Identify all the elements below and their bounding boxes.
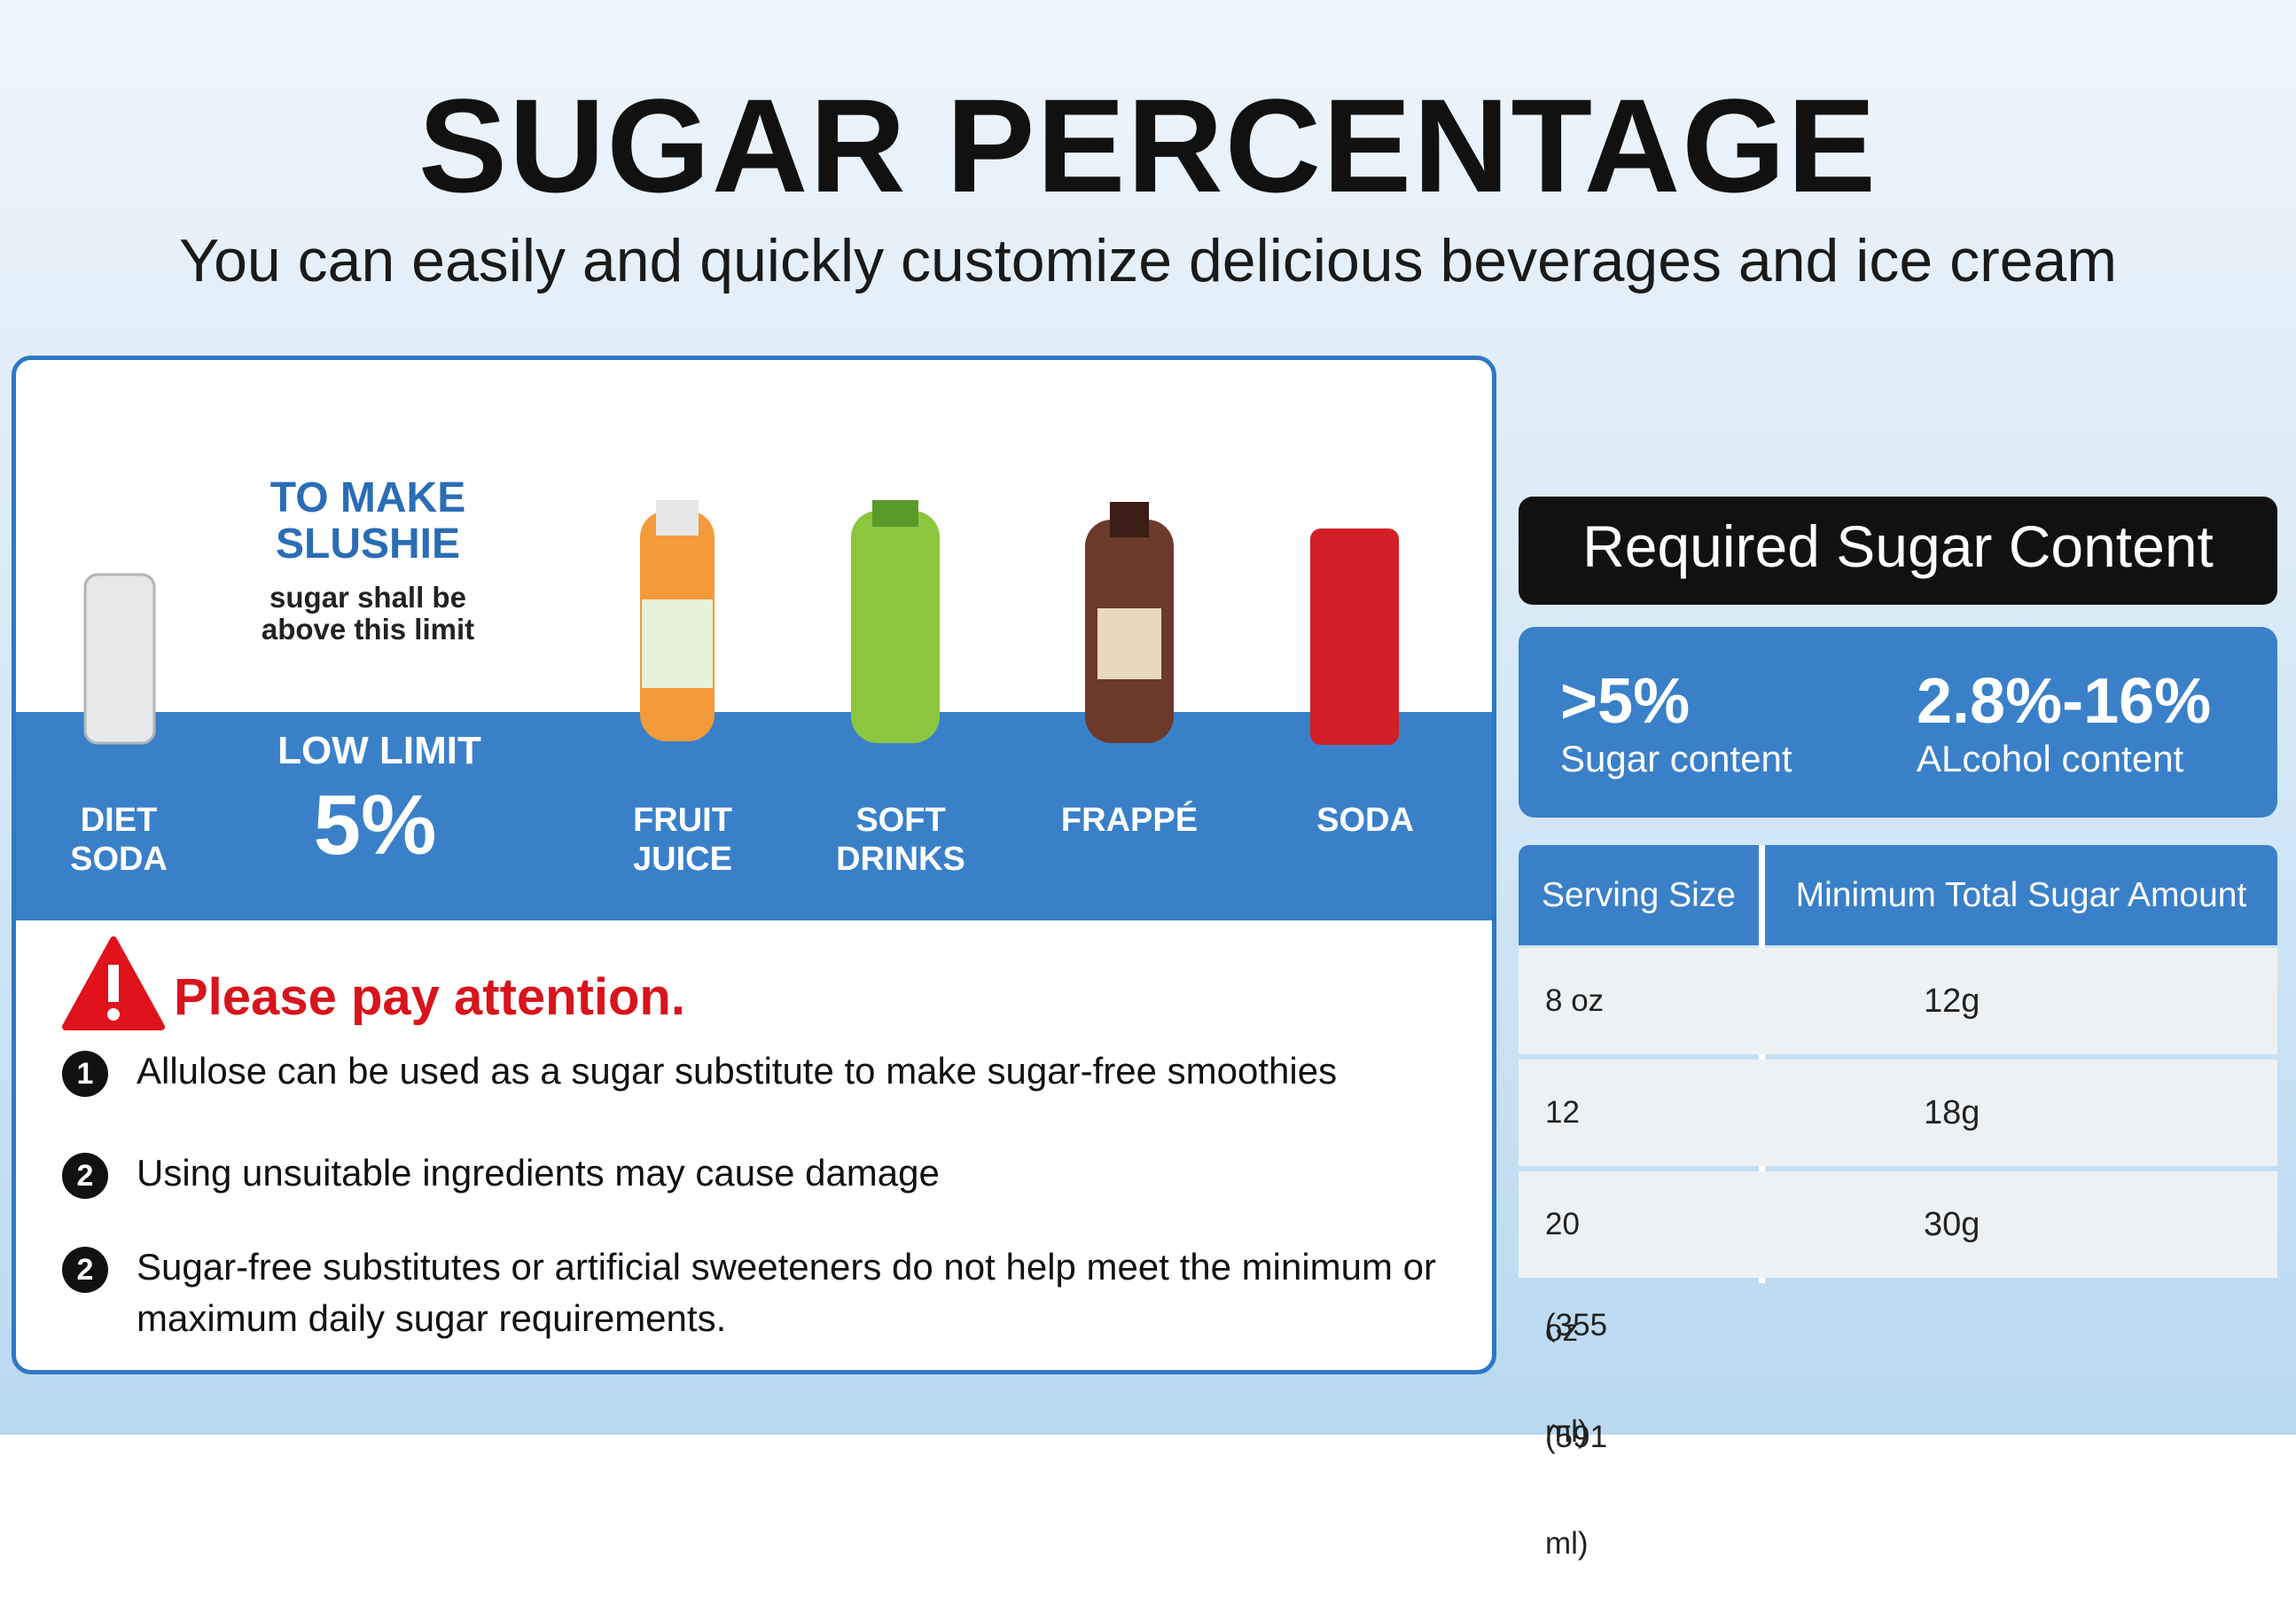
cell: 20 oz (591 ml) — [1545, 1207, 1608, 1561]
beverage-label: FRUIT JUICE — [633, 802, 732, 878]
stat-value: >5% — [1560, 666, 1691, 737]
subtitle: You can easily and quickly customize del… — [178, 227, 2118, 294]
beverage-label: DIET SODA — [70, 802, 168, 878]
bottle-green — [851, 511, 940, 743]
stat-label: Sugar content — [1560, 738, 1792, 779]
scale-panel: TO MAKE SLUSHIE sugar shall be above thi… — [12, 356, 1496, 1374]
beverage-label: SOFT DRINKS — [836, 802, 965, 878]
stat-value: 2.8%-16% — [1917, 666, 2212, 737]
cell: 18g — [1924, 1094, 1980, 1131]
infographic: SUGAR PERCENTAGE You can easily and quic… — [0, 0, 2296, 1561]
item-text: Using unsuitable ingredients may cause d… — [137, 1152, 940, 1194]
stat-label: ALcohol content — [1917, 738, 2184, 779]
cell: 30g — [1924, 1206, 1980, 1243]
item-number: 2 — [62, 1153, 108, 1199]
column-header: Serving Size — [1542, 876, 1736, 914]
callout-title: TO MAKE SLUSHIE — [269, 474, 466, 568]
item-number: 1 — [62, 1051, 108, 1097]
item-text: Sugar-free substitutes or artificial swe… — [137, 1246, 1437, 1339]
beverage-label: FRAPPÉ — [1060, 802, 1199, 839]
requirements-title: Required Sugar Content — [1582, 513, 2214, 579]
beverage-illustrations — [83, 500, 1399, 745]
bottle-cap — [872, 500, 918, 527]
cell: 8 oz (240 ml) — [1545, 983, 1607, 1231]
column-header: Minimum Total Sugar Amount — [1795, 876, 2247, 914]
title: SUGAR PERCENTAGE — [418, 71, 1878, 220]
item-number: 2 — [62, 1247, 108, 1293]
warning-icon — [62, 936, 165, 1030]
limit-value: 5% — [313, 778, 437, 873]
limit-label: LOW LIMIT — [277, 729, 481, 772]
pointer — [360, 713, 399, 743]
blue-band — [16, 712, 1492, 920]
callout-note: sugar shall be above this limit — [261, 581, 475, 646]
cell: 12g — [1924, 982, 1980, 1020]
can-red — [1310, 528, 1399, 745]
bottle-label — [642, 599, 713, 688]
item-text: Allulose can be used as a sugar substitu… — [137, 1050, 1338, 1092]
table-header — [1519, 845, 2277, 945]
bottle-neck — [656, 500, 699, 536]
beverage-label: SODA — [1316, 802, 1414, 839]
bottle-cap — [1110, 502, 1149, 537]
table-row — [1519, 1060, 2277, 1166]
bottle-label — [1097, 608, 1161, 679]
can-silver — [83, 573, 156, 745]
attention-heading: Please pay attention. — [174, 968, 685, 1026]
stats-box — [1519, 627, 2277, 818]
requirements-title-box — [1519, 497, 2277, 605]
table-row — [1519, 1171, 2277, 1278]
table-row — [1519, 948, 2277, 1054]
cell: 12 oz (355 ml) — [1545, 1095, 1608, 1449]
